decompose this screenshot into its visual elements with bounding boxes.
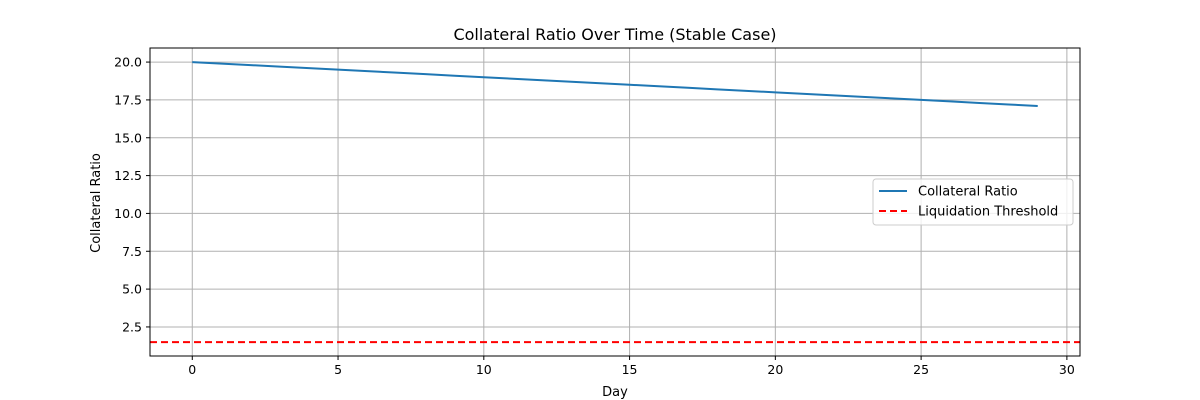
y-tick-label: 12.5 [114, 168, 142, 183]
x-axis-label: Day [602, 385, 628, 400]
y-tick-label: 15.0 [114, 130, 142, 145]
axes: 0 5 10 15 20 25 30 2.5 5.0 7.5 10.0 12.5 15.0 17.5 20.… [114, 47, 1081, 377]
x-tick-label: 20 [767, 362, 783, 377]
x-tick-label: 25 [913, 362, 929, 377]
x-tick-label: 0 [188, 362, 196, 377]
y-tick-label: 20.0 [114, 55, 142, 70]
y-tick-label: 2.5 [122, 319, 142, 334]
x-tick-label: 30 [1059, 362, 1075, 377]
legend-label: Liquidation Threshold [918, 205, 1058, 220]
chart-title: Collateral Ratio Over Time (Stable Case) [453, 25, 776, 44]
x-tick-label: 15 [622, 362, 638, 377]
legend-box [872, 178, 1074, 226]
plot-area [150, 61, 1080, 344]
x-tick-label: 10 [476, 362, 492, 377]
x-tick-label: 5 [334, 362, 342, 377]
axes-frame [149, 47, 1081, 357]
y-tick-label: 5.0 [122, 282, 142, 297]
y-tick-label: 17.5 [114, 92, 142, 107]
y-tick-label: 10.0 [114, 206, 142, 221]
y-tick-label: 7.5 [122, 244, 142, 259]
legend: Collateral Ratio Liquidation Threshold [872, 178, 1074, 226]
collateral-ratio-line [192, 61, 1038, 107]
legend-label: Collateral Ratio [918, 185, 1018, 200]
y-axis-label: Collateral Ratio [89, 153, 104, 253]
